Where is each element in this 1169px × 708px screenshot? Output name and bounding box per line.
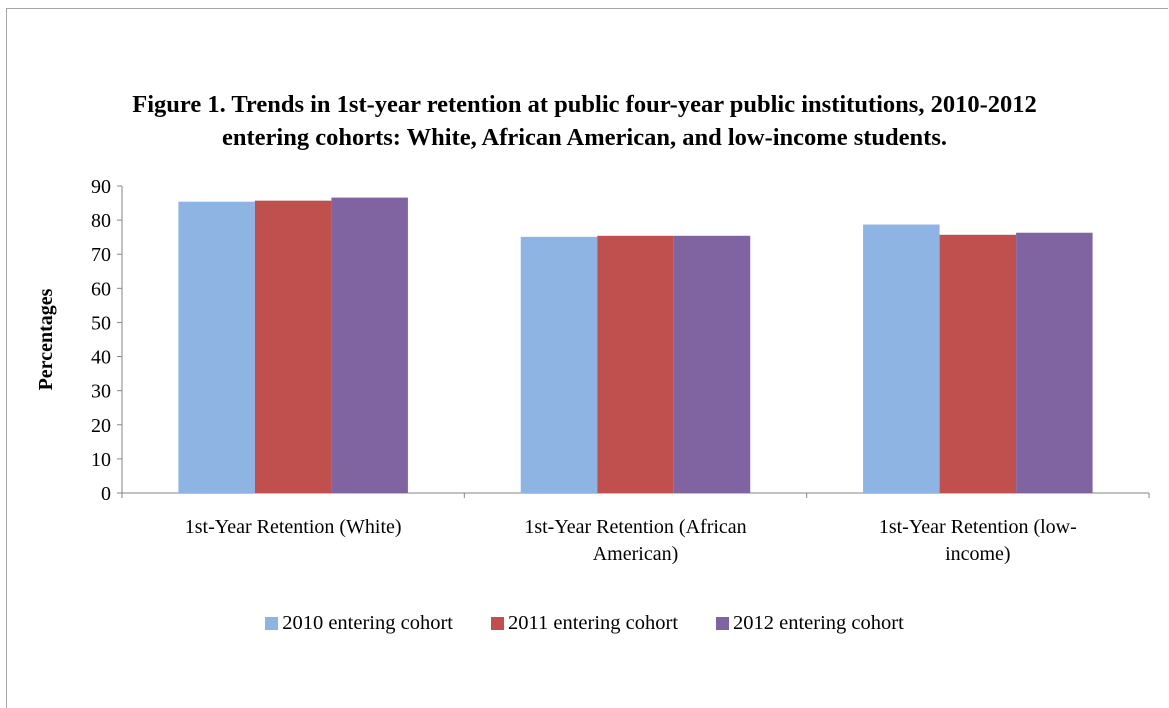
legend-swatch [490, 617, 504, 630]
y-tick-label: 70 [91, 244, 111, 266]
chart-title-line-2: entering cohorts: White, African America… [222, 124, 947, 151]
bar-2010-1 [520, 236, 598, 493]
y-tick-label: 20 [91, 415, 111, 437]
legend-item: 2012 entering cohort [716, 612, 904, 635]
chart-frame [6, 8, 1168, 708]
legend-label: 2011 entering cohort [507, 612, 679, 634]
chart-title-line-1: Figure 1. Trends in 1st-year retention a… [132, 91, 1037, 118]
x-category-label: 1st-Year Retention (White) [185, 516, 402, 538]
legend-swatch [716, 617, 730, 630]
chart-title: Figure 1. Trends in 1st-year retention a… [0, 88, 1169, 154]
x-category-label: 1st-Year Retention (African [524, 516, 746, 538]
y-tick-label: 50 [91, 312, 111, 334]
bar-2012-1 [673, 235, 751, 493]
bar-2010-2 [863, 224, 940, 493]
legend-swatch [265, 617, 279, 630]
y-tick-label: 10 [91, 449, 111, 471]
bar-2010-0 [178, 201, 255, 494]
y-tick-label: 30 [91, 381, 111, 403]
bar-2011-1 [597, 235, 674, 493]
legend-label: 2012 entering cohort [733, 612, 904, 634]
legend-label: 2010 entering cohort [282, 612, 453, 634]
bar-2012-2 [1016, 232, 1093, 493]
y-axis-title: Percentages [35, 288, 57, 390]
y-tick-label: 80 [91, 210, 111, 232]
legend-item: 2011 entering cohort [490, 612, 679, 635]
bar-2012-0 [331, 197, 408, 493]
y-tick-label: 0 [101, 483, 111, 505]
bar-2011-2 [939, 234, 1017, 494]
x-category-label: income) [945, 543, 1011, 565]
legend-item: 2010 entering cohort [265, 612, 453, 635]
x-category-label: 1st-Year Retention (low- [879, 516, 1077, 538]
bar-2011-0 [254, 200, 332, 493]
x-category-label: American) [593, 543, 679, 565]
y-tick-label: 90 [91, 176, 111, 198]
y-tick-label: 60 [91, 278, 111, 300]
legend: 2010 entering cohort 2011 entering cohort… [0, 612, 1169, 635]
y-tick-label: 40 [91, 347, 111, 369]
